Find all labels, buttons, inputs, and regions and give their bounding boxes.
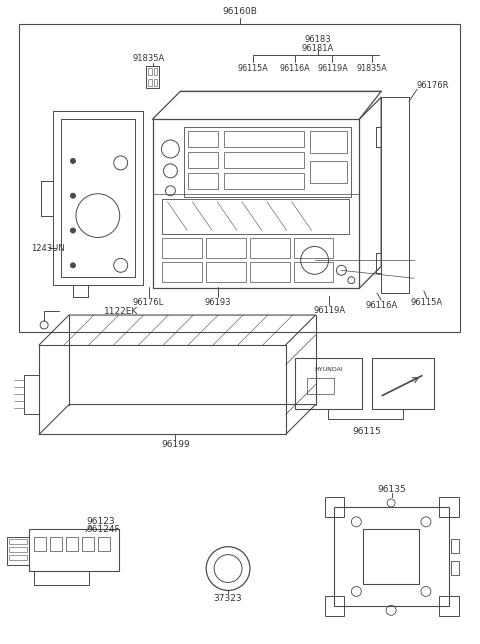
- Text: 96199: 96199: [161, 440, 190, 449]
- Text: 96123: 96123: [86, 517, 115, 526]
- Bar: [372, 358, 434, 410]
- Bar: [250, 262, 290, 282]
- Text: 96160B: 96160B: [223, 7, 257, 16]
- Bar: [7, 536, 29, 565]
- Bar: [19, 24, 460, 332]
- Bar: [310, 161, 348, 183]
- Bar: [224, 152, 304, 168]
- Circle shape: [71, 263, 75, 268]
- Bar: [184, 127, 351, 196]
- Text: 96176L: 96176L: [133, 298, 164, 307]
- Bar: [188, 131, 218, 147]
- Bar: [451, 539, 459, 553]
- Bar: [363, 529, 419, 585]
- Bar: [451, 561, 459, 574]
- Text: 96115A: 96115A: [238, 64, 268, 73]
- Bar: [439, 596, 459, 616]
- Bar: [66, 536, 78, 551]
- Bar: [162, 262, 202, 282]
- Bar: [310, 131, 348, 153]
- Text: 96135: 96135: [378, 484, 407, 493]
- Text: 96183: 96183: [304, 35, 331, 44]
- Bar: [439, 497, 459, 517]
- Bar: [324, 596, 344, 616]
- Circle shape: [71, 158, 75, 164]
- Bar: [188, 173, 218, 189]
- Text: 96116A: 96116A: [365, 301, 397, 310]
- Bar: [307, 377, 335, 393]
- Text: 96193: 96193: [205, 298, 231, 307]
- Text: 1243UN: 1243UN: [31, 244, 65, 253]
- Text: 96115: 96115: [352, 427, 381, 436]
- Bar: [324, 497, 344, 517]
- Bar: [39, 345, 286, 434]
- Bar: [206, 238, 246, 258]
- Text: 91835A: 91835A: [132, 54, 165, 63]
- Bar: [162, 199, 349, 234]
- Bar: [82, 536, 94, 551]
- Text: 96119A: 96119A: [313, 305, 346, 314]
- Bar: [224, 131, 304, 147]
- Bar: [147, 79, 152, 86]
- Bar: [295, 358, 362, 410]
- Text: 1122EK: 1122EK: [104, 307, 138, 316]
- Circle shape: [71, 193, 75, 198]
- Bar: [145, 66, 159, 88]
- Bar: [98, 536, 110, 551]
- Bar: [34, 536, 46, 551]
- Bar: [153, 119, 360, 289]
- Bar: [250, 238, 290, 258]
- Text: 37323: 37323: [214, 594, 242, 603]
- Bar: [9, 539, 27, 544]
- Text: 91835A: 91835A: [357, 64, 388, 73]
- Bar: [50, 536, 62, 551]
- Text: 96116A: 96116A: [279, 64, 310, 73]
- Bar: [154, 79, 157, 86]
- Text: 96181A: 96181A: [301, 44, 334, 53]
- Bar: [147, 68, 152, 75]
- Bar: [24, 375, 39, 415]
- Bar: [206, 262, 246, 282]
- Bar: [224, 173, 304, 189]
- Text: 96176R: 96176R: [417, 81, 449, 90]
- Text: 96124F: 96124F: [86, 526, 120, 535]
- Bar: [9, 547, 27, 552]
- Bar: [335, 507, 449, 607]
- Text: HYUNDAI: HYUNDAI: [314, 367, 343, 372]
- Bar: [162, 238, 202, 258]
- Bar: [294, 262, 334, 282]
- Bar: [154, 68, 157, 75]
- Text: 96119A: 96119A: [317, 64, 348, 73]
- Bar: [29, 529, 119, 571]
- Text: 96115A: 96115A: [411, 298, 443, 307]
- Bar: [294, 238, 334, 258]
- Bar: [34, 571, 89, 585]
- Circle shape: [71, 228, 75, 233]
- Bar: [188, 152, 218, 168]
- Bar: [9, 554, 27, 560]
